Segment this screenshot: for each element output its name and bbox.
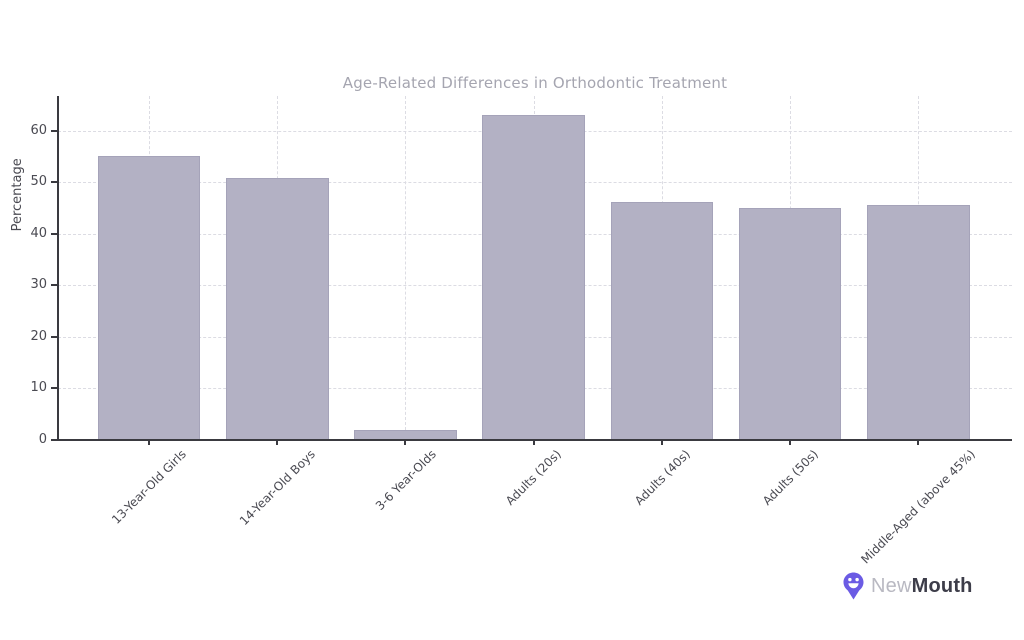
- x-tick-mark: [148, 440, 151, 445]
- x-tick-label: Adults (50s): [759, 447, 821, 508]
- bar-3-6-year-olds: [354, 429, 457, 440]
- x-tick-label: Middle-Aged (above 45%): [858, 447, 979, 567]
- y-tick-mark: [51, 284, 57, 287]
- bar-adults-40s: [610, 201, 714, 440]
- x-tick-mark: [660, 440, 663, 445]
- x-tick-mark: [532, 440, 535, 445]
- y-tick-label: 50: [30, 174, 47, 190]
- logo-word-mouth: Mouth: [911, 574, 973, 597]
- y-axis-line: [57, 96, 59, 441]
- x-tick-mark: [276, 440, 279, 445]
- logo-wordmark: NewMouth: [871, 575, 973, 598]
- y-tick-label: 30: [30, 277, 47, 293]
- y-tick-mark: [51, 129, 57, 132]
- y-tick-label: 10: [30, 380, 47, 396]
- y-tick-mark: [51, 439, 57, 441]
- bar-adults-20s: [482, 115, 585, 440]
- bar-14-year-old-boys: [225, 178, 329, 440]
- x-tick-mark: [917, 440, 920, 445]
- y-tick-label: 60: [30, 122, 47, 138]
- y-tick-label: 20: [30, 328, 47, 344]
- y-tick-mark: [51, 335, 57, 338]
- y-tick-label: 40: [30, 225, 47, 241]
- logo-word-new: New: [871, 574, 912, 597]
- chart-title: Age-Related Differences in Orthodontic T…: [342, 74, 728, 92]
- x-tick-label: Adults (40s): [631, 447, 693, 508]
- x-tick-mark: [789, 440, 792, 445]
- newmouth-logo: NewMouth: [843, 572, 973, 600]
- bar-middle-aged-above-45: [867, 205, 970, 440]
- y-tick-label: 0: [38, 432, 47, 447]
- y-tick-mark: [51, 181, 57, 184]
- bar-adults-50s: [738, 207, 842, 440]
- v-gridline: [405, 96, 407, 440]
- x-tick-label: 14-Year-Old Boys: [236, 447, 318, 529]
- bar-13-year-old-girls: [97, 156, 201, 440]
- newmouth-pin-smile-icon: [843, 572, 864, 600]
- x-tick-label: 13-Year-Old Girls: [109, 447, 189, 527]
- y-tick-mark: [51, 232, 57, 235]
- y-tick-mark: [51, 387, 57, 390]
- x-tick-mark: [404, 440, 407, 445]
- x-tick-label: Adults (20s): [503, 447, 565, 508]
- x-tick-label: 3-6 Year-Olds: [372, 447, 439, 514]
